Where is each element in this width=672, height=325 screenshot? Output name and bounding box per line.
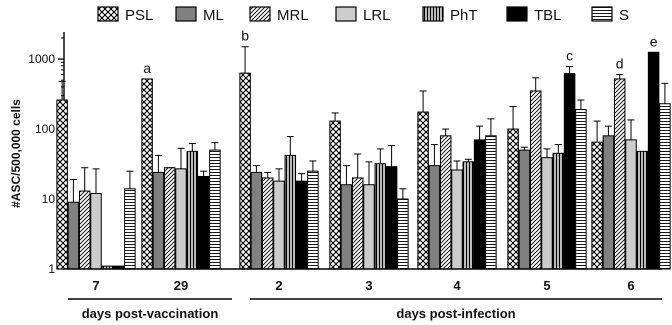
legend-label-ml: ML [203, 7, 224, 24]
bar-tbl-29 [197, 175, 210, 270]
bar-lrl-4 [451, 169, 463, 270]
bar-pht-3 [374, 163, 387, 270]
bar-ml-29 [152, 171, 165, 270]
legend-swatch-pht [422, 6, 444, 22]
bar-s-7 [124, 188, 136, 270]
legend-swatch-tbl [506, 6, 528, 22]
bar-psl-4 [417, 111, 429, 270]
bar-mrl-2 [261, 177, 274, 270]
legend-label-s: S [619, 7, 629, 24]
y-axis: 1 10 100 1000 #ASC/500,000 cells [9, 32, 65, 276]
bar-ml-6 [602, 135, 615, 270]
bar-psl-5 [507, 128, 519, 270]
bar-mrl-29 [163, 167, 176, 270]
bar-mrl-6 [613, 78, 626, 270]
bar-tbl-2 [295, 180, 308, 270]
bar-pht-2 [284, 154, 297, 270]
legend-swatch-mrl [249, 6, 271, 22]
annotation-a: a [143, 60, 151, 76]
annotation-b: b [241, 28, 249, 44]
bar-pht-4 [462, 161, 475, 270]
bar-lrl-7 [90, 192, 102, 270]
bar-ml-7 [67, 201, 80, 270]
y-tick-label: 10 [42, 192, 56, 206]
bar-mrl-7 [78, 190, 91, 270]
bar-tbl-6 [647, 51, 660, 270]
bar-psl-29 [141, 78, 153, 270]
bars [56, 51, 671, 270]
bar-s-6 [659, 103, 671, 270]
annotation-c: c [566, 48, 573, 64]
bar-ml-5 [518, 149, 531, 270]
bar-s-5 [575, 109, 587, 270]
bar-s-29 [209, 149, 221, 270]
bar-ml-2 [250, 171, 263, 270]
bar-pht-29 [186, 150, 199, 270]
bar-ml-4 [428, 165, 441, 270]
bar-lrl-3 [363, 184, 375, 270]
x-tick-label-day-2: 2 [275, 278, 282, 293]
bar-lrl-29 [175, 168, 187, 270]
annotation-e: e [650, 33, 658, 49]
y-tick-label: 1000 [28, 52, 55, 66]
bar-lrl-6 [625, 139, 637, 270]
x-tick-label-day-4: 4 [453, 278, 461, 293]
bar-tbl-5 [563, 73, 576, 270]
bar-pht-6 [636, 150, 649, 270]
bar-mrl-3 [351, 177, 364, 270]
bar-psl-7 [56, 99, 68, 270]
x-tick-label-day-3: 3 [365, 278, 372, 293]
bar-mrl-4 [439, 135, 452, 270]
legend-label-psl: PSL [125, 7, 153, 24]
bar-tbl-3 [385, 166, 398, 270]
bar-s-3 [397, 198, 409, 270]
legend-swatch-psl [97, 6, 119, 22]
bar-tbl-4 [473, 139, 486, 270]
bar-pht-5 [552, 152, 565, 270]
legend-label-pht: PhT [450, 7, 478, 24]
error-bars [58, 46, 669, 203]
x-tick-label-day-29: 29 [174, 278, 188, 293]
x-tick-label-day-6: 6 [627, 278, 634, 293]
y-tick-label: 100 [35, 122, 55, 136]
annotation-d: d [616, 56, 624, 72]
annotations: a b c d e [143, 28, 658, 76]
legend-swatch-lrl [335, 6, 357, 22]
legend-swatch-s [591, 6, 613, 22]
bar-s-4 [485, 135, 497, 270]
legend: PSL ML MRL LRL PhT TBL S [97, 6, 629, 24]
x-axis: 7 29 2 3 4 5 6 days post-vaccination days post-i… [64, 268, 662, 321]
x-tick-label-day-7: 7 [92, 278, 99, 293]
bar-psl-6 [591, 141, 603, 270]
legend-label-tbl: TBL [534, 7, 562, 24]
legend-label-lrl: LRL [363, 7, 391, 24]
bar-psl-2 [239, 72, 251, 270]
bar-lrl-2 [273, 180, 285, 270]
period-label: days post-vaccination [82, 306, 219, 321]
bar-mrl-5 [529, 90, 542, 270]
y-tick-label: 1 [48, 262, 55, 276]
x-tick-label-day-5: 5 [543, 278, 550, 293]
bar-s-2 [307, 170, 319, 270]
legend-label-mrl: MRL [277, 7, 309, 24]
bar-ml-3 [340, 184, 353, 270]
bar-psl-3 [329, 120, 341, 270]
y-axis-title: #ASC/500,000 cells [9, 99, 23, 208]
period-label: days post-infection [396, 306, 515, 321]
legend-swatch-ml [175, 6, 197, 22]
bar-lrl-5 [541, 157, 553, 270]
